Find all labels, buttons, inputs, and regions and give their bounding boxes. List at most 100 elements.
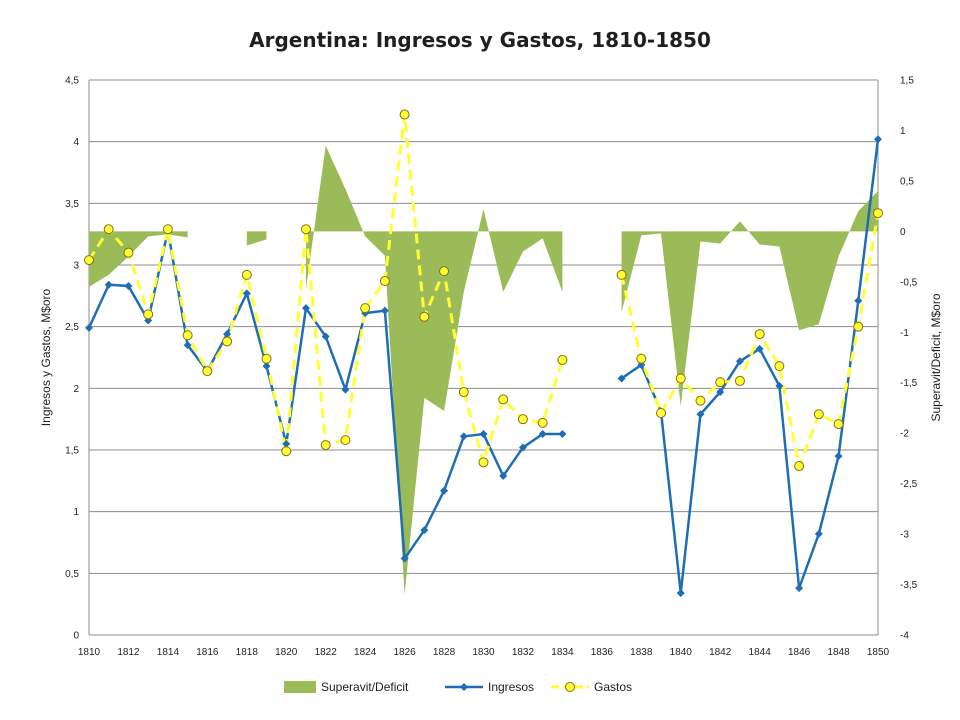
y-tick-label: 3,5 — [65, 199, 79, 210]
x-tick-label: 1850 — [867, 647, 890, 658]
x-tick-label: 1838 — [630, 647, 653, 658]
y2-tick-label: -0,5 — [900, 277, 918, 288]
y2-tick-label: -1 — [900, 328, 909, 339]
ingresos-point — [499, 471, 508, 480]
superavit-deficit-area — [305, 145, 563, 595]
ingresos-point — [282, 439, 291, 448]
ingresos-point — [814, 529, 823, 538]
gastos-point — [675, 373, 686, 384]
gastos-point — [754, 329, 765, 340]
gastos-point — [794, 461, 805, 472]
x-tick-label: 1814 — [157, 647, 180, 658]
x-tick-label: 1822 — [315, 647, 338, 658]
y-tick-label: 2,5 — [65, 322, 79, 333]
ingresos-point — [834, 452, 843, 461]
gastos-point — [103, 224, 114, 235]
gastos-point — [399, 109, 410, 120]
ingresos-point — [301, 304, 310, 313]
y2-tick-label: -3 — [900, 530, 909, 541]
x-tick-label: 1840 — [670, 647, 693, 658]
gastos-point — [537, 417, 548, 428]
gastos-line — [620, 212, 880, 468]
y-tick-label: 0 — [73, 631, 79, 642]
ingresos-point — [558, 429, 567, 438]
legend: Superavit/Deficit Ingresos Gastos — [284, 680, 632, 694]
y2-tick-label: 0,5 — [900, 176, 914, 187]
ingresos-point — [716, 388, 725, 397]
ingresos-point — [242, 289, 251, 298]
legend-label-superavit: Superavit/Deficit — [321, 680, 409, 694]
x-tick-label: 1818 — [236, 647, 259, 658]
gastos-point — [873, 208, 883, 219]
ingresos-line — [620, 139, 880, 595]
y-axis-title: Ingresos y Gastos, M$oro — [39, 288, 53, 426]
y2-tick-label: -3,5 — [900, 580, 918, 591]
x-tick-label: 1842 — [709, 647, 732, 658]
y2-tick-label: 0 — [900, 227, 906, 238]
chart-title: Argentina: Ingresos y Gastos, 1810-1850 — [249, 28, 711, 52]
x-tick-label: 1826 — [393, 647, 416, 658]
ingresos-point — [440, 486, 449, 495]
gastos-point — [734, 375, 745, 386]
ingresos-point — [459, 432, 468, 441]
ingresos-point — [538, 429, 547, 438]
gastos-point — [340, 435, 351, 446]
y-tick-label: 4 — [73, 137, 79, 148]
gastos-point — [162, 224, 173, 235]
ingresos-point — [696, 410, 705, 419]
gastos-point — [616, 269, 627, 280]
ingresos-line — [87, 229, 563, 560]
ingresos-point — [775, 381, 784, 390]
gastos-point — [241, 269, 252, 280]
gastos-point — [360, 303, 371, 314]
y-tick-label: 1 — [73, 507, 79, 518]
y2-axis-title: Superavit/Deficit, M$oro — [929, 293, 943, 421]
y2-tick-label: -4 — [900, 631, 909, 642]
superavit-deficit-area — [246, 231, 267, 246]
ingresos-point — [262, 362, 271, 371]
ingresos-point — [676, 589, 685, 598]
ingresos-point — [321, 332, 330, 341]
ingresos-point — [735, 357, 744, 366]
gastos-point — [439, 266, 450, 277]
ingresos-point — [518, 443, 527, 452]
ingresos-point — [85, 323, 93, 332]
gastos-point — [320, 440, 331, 451]
x-tick-label: 1816 — [196, 647, 219, 658]
x-tick-label: 1836 — [591, 647, 614, 658]
y2-tick-label: 1,5 — [900, 76, 914, 87]
x-tick-label: 1830 — [472, 647, 495, 658]
gastos-point — [636, 353, 647, 364]
gastos-point — [853, 321, 864, 332]
gastos-point — [143, 309, 154, 320]
y-tick-label: 2 — [73, 384, 79, 395]
ingresos-point — [795, 584, 804, 593]
gastos-point — [813, 409, 824, 420]
ingresos-point — [380, 306, 389, 315]
gastos-point — [123, 247, 134, 258]
y2-tick-label: -2,5 — [900, 479, 918, 490]
legend-marker-ingresos — [460, 683, 468, 691]
y-tick-label: 0,5 — [65, 569, 79, 580]
y-tick-label: 3 — [73, 261, 79, 272]
gastos-point — [656, 408, 667, 418]
ingresos-point — [223, 330, 232, 339]
x-tick-label: 1846 — [788, 647, 811, 658]
x-tick-label: 1828 — [433, 647, 456, 658]
x-tick-label: 1810 — [78, 647, 101, 658]
gastos-point — [261, 353, 272, 364]
x-tick-label: 1848 — [827, 647, 850, 658]
ingresos-point — [874, 135, 882, 144]
legend-label-ingresos: Ingresos — [488, 680, 534, 694]
gastos-point — [498, 394, 509, 405]
ingresos-point — [341, 385, 350, 394]
y-tick-label: 1,5 — [65, 446, 79, 457]
gastos-point — [517, 414, 528, 425]
legend-label-gastos: Gastos — [594, 680, 632, 694]
gastos-point — [419, 311, 430, 322]
gastos-point — [222, 336, 233, 347]
ingresos-point — [124, 281, 133, 290]
legend-swatch-superavit — [284, 681, 316, 693]
gastos-point — [202, 366, 213, 377]
